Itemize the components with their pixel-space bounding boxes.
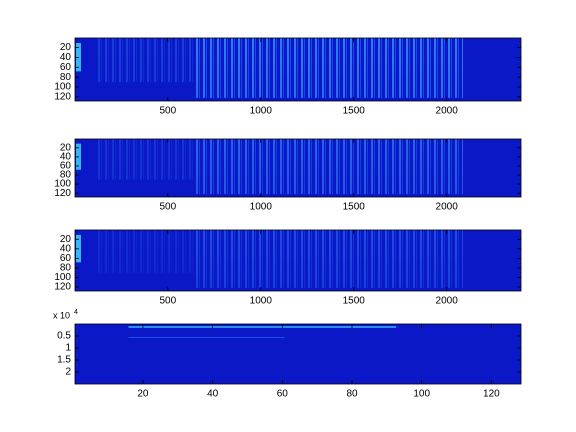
x-tick-label: 20: [137, 389, 149, 400]
heatmap-texture: [128, 326, 397, 328]
y-tick-label: 100: [54, 179, 71, 190]
x-tick-label: 1500: [343, 202, 366, 213]
y-tick-label: 100: [54, 272, 71, 283]
heatmap-texture: [97, 139, 464, 195]
axes-box: [74, 229, 522, 292]
x-tick-label: 2000: [436, 202, 459, 213]
y-tick-label: 40: [60, 52, 72, 63]
y-tick-label: 100: [54, 82, 71, 93]
x-tick-label: 1000: [250, 202, 273, 213]
y-tick-label: 20: [60, 142, 72, 153]
x-tick-label: 2000: [436, 296, 459, 307]
y-tick-label: 0.5: [57, 331, 71, 342]
y-tick-label: 60: [60, 253, 72, 264]
x-tick-label: 40: [207, 389, 219, 400]
y-tick-label: 40: [60, 243, 72, 254]
y-tick-label: 20: [60, 42, 72, 53]
y-tick-label: 80: [60, 72, 72, 83]
x-tick-label: 1500: [343, 296, 366, 307]
axes-box: [74, 138, 522, 198]
y-tick-label: 80: [60, 170, 72, 181]
heatmap-texture: [128, 337, 285, 338]
x-tick-label: 500: [159, 106, 176, 117]
y-tick-label: 40: [60, 152, 72, 163]
heatmap-texture: [97, 38, 200, 83]
heatmap-texture: [195, 230, 464, 288]
y-multiplier-exponent: 4: [74, 309, 78, 316]
y-tick-label: 2: [65, 367, 71, 378]
y-tick-label: 60: [60, 62, 72, 73]
x-tick-label: 80: [346, 389, 358, 400]
y-multiplier: x 10: [53, 310, 70, 320]
heatmap-texture: [97, 230, 464, 288]
x-tick-label: 500: [159, 296, 176, 307]
x-tick-label: 1000: [250, 106, 273, 117]
y-tick-label: 60: [60, 161, 72, 172]
y-tick-label: 1.5: [57, 355, 71, 366]
x-tick-label: 2000: [436, 106, 459, 117]
axes-box: [74, 37, 522, 102]
heatmap-texture: [195, 38, 464, 98]
x-tick-label: 1000: [250, 296, 273, 307]
y-tick-label: 80: [60, 263, 72, 274]
y-tick-label: 20: [60, 234, 72, 245]
y-tick-label: 1: [65, 343, 71, 354]
heatmap-texture: [97, 230, 200, 273]
x-tick-label: 120: [483, 389, 500, 400]
y-tick-label: 120: [54, 282, 71, 293]
x-tick-label: 1500: [343, 106, 366, 117]
heatmap-texture: [97, 38, 464, 98]
heatmap-texture: [195, 139, 464, 195]
x-tick-label: 500: [159, 202, 176, 213]
axes-box: [74, 323, 522, 385]
x-tick-label: 60: [277, 389, 289, 400]
y-tick-label: 120: [54, 91, 71, 102]
heatmap-image: [75, 324, 521, 384]
y-tick-label: 120: [54, 188, 71, 199]
x-tick-label: 100: [413, 389, 430, 400]
heatmap-texture: [97, 139, 200, 180]
